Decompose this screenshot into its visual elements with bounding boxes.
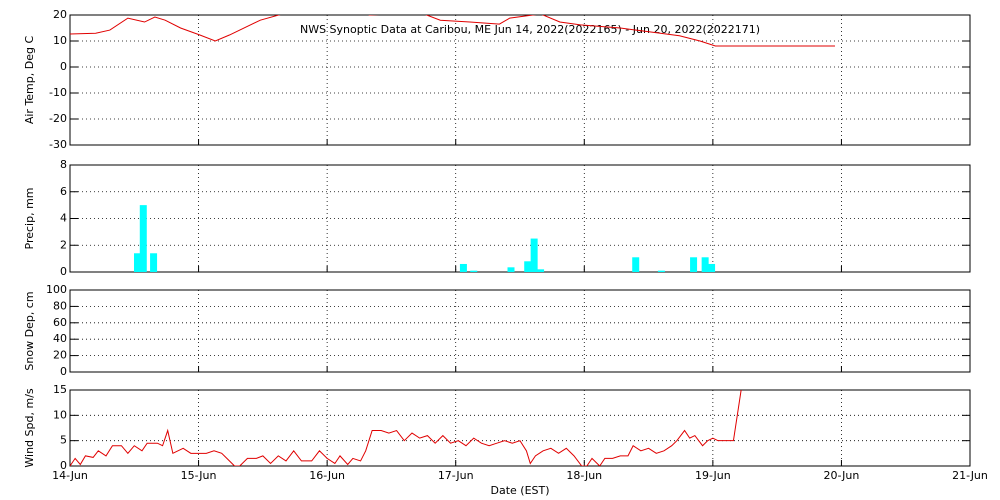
bar [134,253,141,272]
y-tick-label: 100 [46,283,67,296]
y-tick-label: 6 [60,185,67,198]
bar [708,263,716,272]
x-tick-label: 14-Jun [52,469,88,482]
plot-frame [69,14,971,146]
bar [657,270,665,272]
y-tick-label: 0 [60,365,67,378]
y-tick-label: 8 [60,158,67,171]
plot-area [70,390,742,466]
x-tick-label: 19-Jun [695,469,731,482]
bar [690,257,698,272]
y-tick-label: 80 [53,299,67,312]
bar [530,238,538,272]
plot-frame [69,164,971,273]
x-tick-label: 18-Jun [566,469,602,482]
x-tick-label: 16-Jun [309,469,345,482]
y-tick-label: 20 [53,8,67,21]
y-tick-label: 60 [53,316,67,329]
bar [701,257,709,272]
bar [139,205,147,272]
bar [524,261,532,272]
y-tick-label: 10 [53,408,67,421]
y-tick-label: 10 [53,34,67,47]
bar [537,269,545,272]
x-tick-label: 20-Jun [824,469,860,482]
y-tick-label: 20 [53,349,67,362]
x-tick-label: 21-Jun [952,469,988,482]
y-tick-label: 15 [53,383,67,396]
plot-frame [69,289,971,373]
y-tick-label: 5 [60,434,67,447]
y-tick-label: -30 [49,138,67,151]
plot-area [134,205,716,272]
y-tick-label: 2 [60,238,67,251]
plot-area [70,15,835,47]
data-line [70,15,835,47]
y-tick-label: -10 [49,86,67,99]
y-tick-label: 0 [60,459,67,472]
x-tick-label: 15-Jun [181,469,217,482]
chart-title: NWS Synoptic Data at Caribou, ME Jun 14,… [300,23,760,36]
x-tick-label: 17-Jun [438,469,474,482]
bar [632,257,640,272]
y-axis-label: Wind Spd, m/s [23,388,36,468]
x-axis-label: Date (EST) [490,484,549,497]
bar [507,267,515,272]
plot-frame [69,389,971,467]
y-tick-label: 0 [60,60,67,73]
data-line [70,390,742,466]
y-tick-label: 40 [53,332,67,345]
y-axis-label: Precip, mm [23,188,36,250]
y-axis-label: Air Temp, Deg C [23,36,36,125]
bar [150,253,158,272]
bar [459,263,467,272]
y-tick-label: 0 [60,265,67,278]
y-axis-label: Snow Dep, cm [23,291,36,370]
y-tick-label: -20 [49,112,67,125]
bar [470,270,478,272]
y-tick-label: 4 [60,212,67,225]
